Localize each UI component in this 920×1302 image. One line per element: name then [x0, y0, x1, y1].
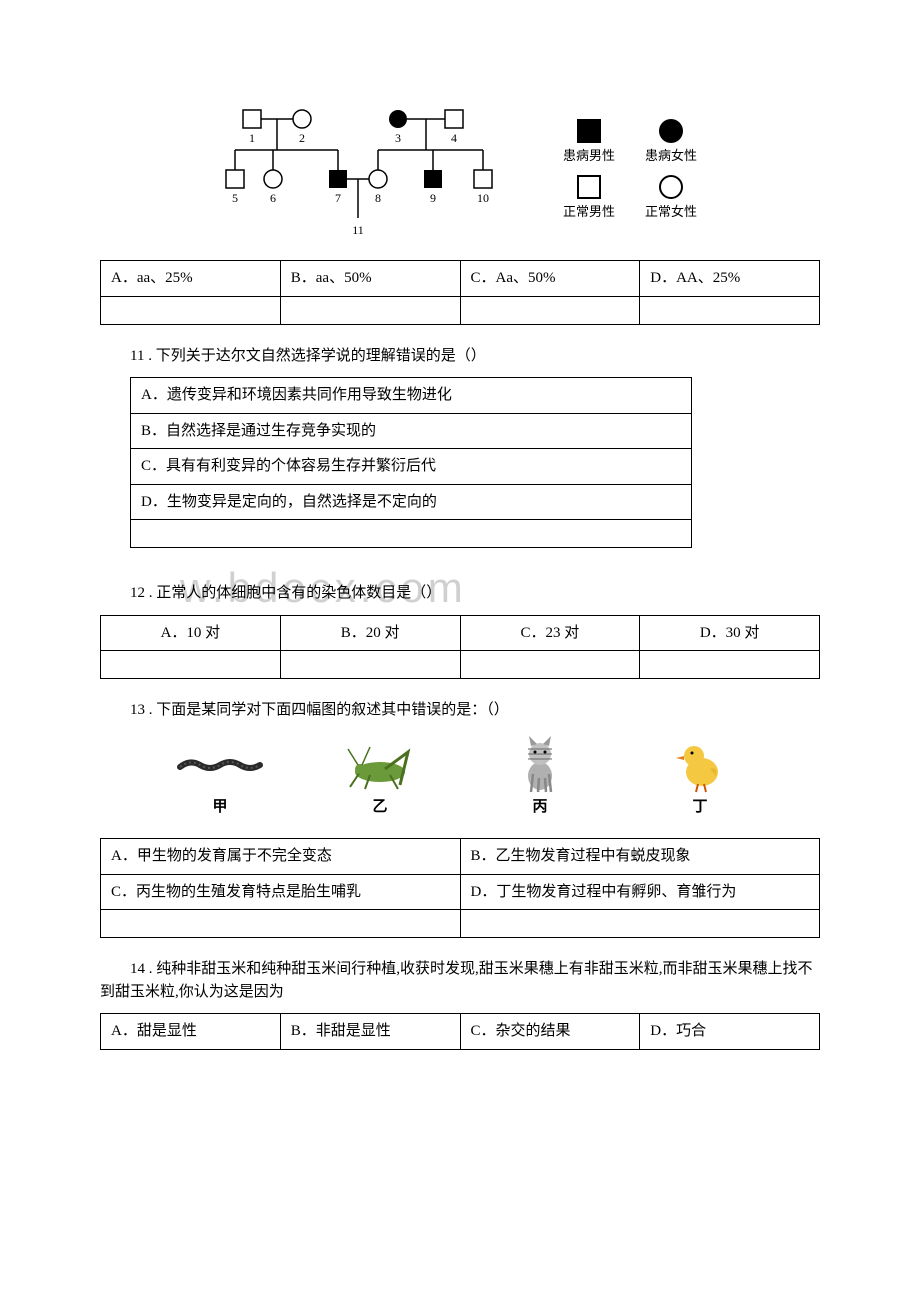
svg-text:1: 1 — [249, 131, 255, 145]
option-d: D．AA、25% — [640, 261, 820, 297]
label-yi: 乙 — [372, 796, 387, 819]
svg-text:2: 2 — [299, 131, 305, 145]
legend-normal-female: 正常女性 — [645, 175, 697, 222]
pedigree-legend: 患病男性 患病女性 正常男性 正常女性 — [563, 119, 697, 222]
legend-affected-male: 患病男性 — [563, 119, 615, 166]
q12-options-table: A．10 对 B．20 对 C．23 对 D．30 对 — [100, 615, 820, 680]
filled-circle-icon — [659, 119, 683, 143]
label-bing: 丙 — [532, 796, 547, 819]
svg-text:5: 5 — [232, 191, 238, 205]
option-c: C．Aa、50% — [460, 261, 640, 297]
svg-text:11: 11 — [352, 223, 364, 237]
q10-options-table: A．aa、25% B．aa、50% C．Aa、50% D．AA、25% — [100, 260, 820, 325]
svg-text:4: 4 — [451, 131, 457, 145]
option-a: A．甲生物的发育属于不完全变态 — [101, 839, 461, 875]
option-a: A．aa、25% — [101, 261, 281, 297]
q14-text: 14 . 纯种非甜玉米和纯种甜玉米间行种植,收获时发现,甜玉米果穗上有非甜玉米粒… — [100, 958, 820, 1003]
open-square-icon — [577, 175, 601, 199]
option-b: B．非甜是显性 — [280, 1014, 460, 1050]
option-b: B．乙生物发育过程中有蜕皮现象 — [460, 839, 820, 875]
svg-text:8: 8 — [375, 191, 381, 205]
label-ding: 丁 — [692, 796, 707, 819]
svg-text:10: 10 — [477, 191, 489, 205]
animal-jia: 甲 — [175, 737, 265, 819]
q13-options-table: A．甲生物的发育属于不完全变态 B．乙生物发育过程中有蜕皮现象 C．丙生物的生殖… — [100, 838, 820, 938]
option-b: B．自然选择是通过生存竞争实现的 — [131, 413, 692, 449]
option-c: C．23 对 — [460, 615, 640, 651]
legend-normal-male: 正常男性 — [563, 175, 615, 222]
option-a: A．甜是显性 — [101, 1014, 281, 1050]
animal-bing: 丙 — [495, 737, 585, 819]
legend-label: 患病男性 — [563, 146, 615, 166]
option-d: D．生物变异是定向的，自然选择是不定向的 — [131, 484, 692, 520]
legend-label: 正常女性 — [645, 202, 697, 222]
q14-options-table: A．甜是显性 B．非甜是显性 C．杂交的结果 D．巧合 — [100, 1013, 820, 1050]
grasshopper-icon — [340, 737, 420, 792]
svg-text:7: 7 — [335, 191, 341, 205]
chick-icon — [670, 734, 730, 794]
option-d: D．丁生物发育过程中有孵卵、育雏行为 — [460, 874, 820, 910]
q12-text: 12 . 正常人的体细胞中含有的染色体数目是（） — [100, 582, 441, 605]
q11-text: 11 . 下列关于达尔文自然选择学说的理解错误的是（） — [100, 345, 820, 368]
svg-text:6: 6 — [270, 191, 276, 205]
open-circle-icon — [659, 175, 683, 199]
animal-yi: 乙 — [335, 737, 425, 819]
pedigree-diagram: 1 2 3 4 5 6 7 8 9 — [100, 100, 820, 240]
legend-label: 正常男性 — [563, 202, 615, 222]
legend-affected-female: 患病女性 — [645, 119, 697, 166]
label-jia: 甲 — [212, 796, 227, 819]
legend-label: 患病女性 — [645, 146, 697, 166]
option-d: D．巧合 — [640, 1014, 820, 1050]
option-c: C．丙生物的生殖发育特点是胎生哺乳 — [101, 874, 461, 910]
option-a: A．10 对 — [101, 615, 281, 651]
q13-images-row: 甲 乙 丙 — [140, 737, 780, 819]
caterpillar-icon — [175, 749, 265, 779]
option-c: C．杂交的结果 — [460, 1014, 640, 1050]
q13-text: 13 . 下面是某同学对下面四幅图的叙述其中错误的是：（） — [100, 699, 820, 722]
option-c: C．具有有利变异的个体容易生存并繁衍后代 — [131, 449, 692, 485]
filled-square-icon — [577, 119, 601, 143]
svg-text:3: 3 — [395, 131, 401, 145]
q11-options-table: A．遗传变异和环境因素共同作用导致生物进化 B．自然选择是通过生存竞争实现的 C… — [130, 377, 692, 548]
cat-icon — [513, 734, 568, 794]
option-b: B．20 对 — [280, 615, 460, 651]
option-b: B．aa、50% — [280, 261, 460, 297]
option-a: A．遗传变异和环境因素共同作用导致生物进化 — [131, 378, 692, 414]
animal-ding: 丁 — [655, 737, 745, 819]
pedigree-svg: 1 2 3 4 5 6 7 8 9 — [223, 100, 523, 240]
svg-text:9: 9 — [430, 191, 436, 205]
option-d: D．30 对 — [640, 615, 820, 651]
